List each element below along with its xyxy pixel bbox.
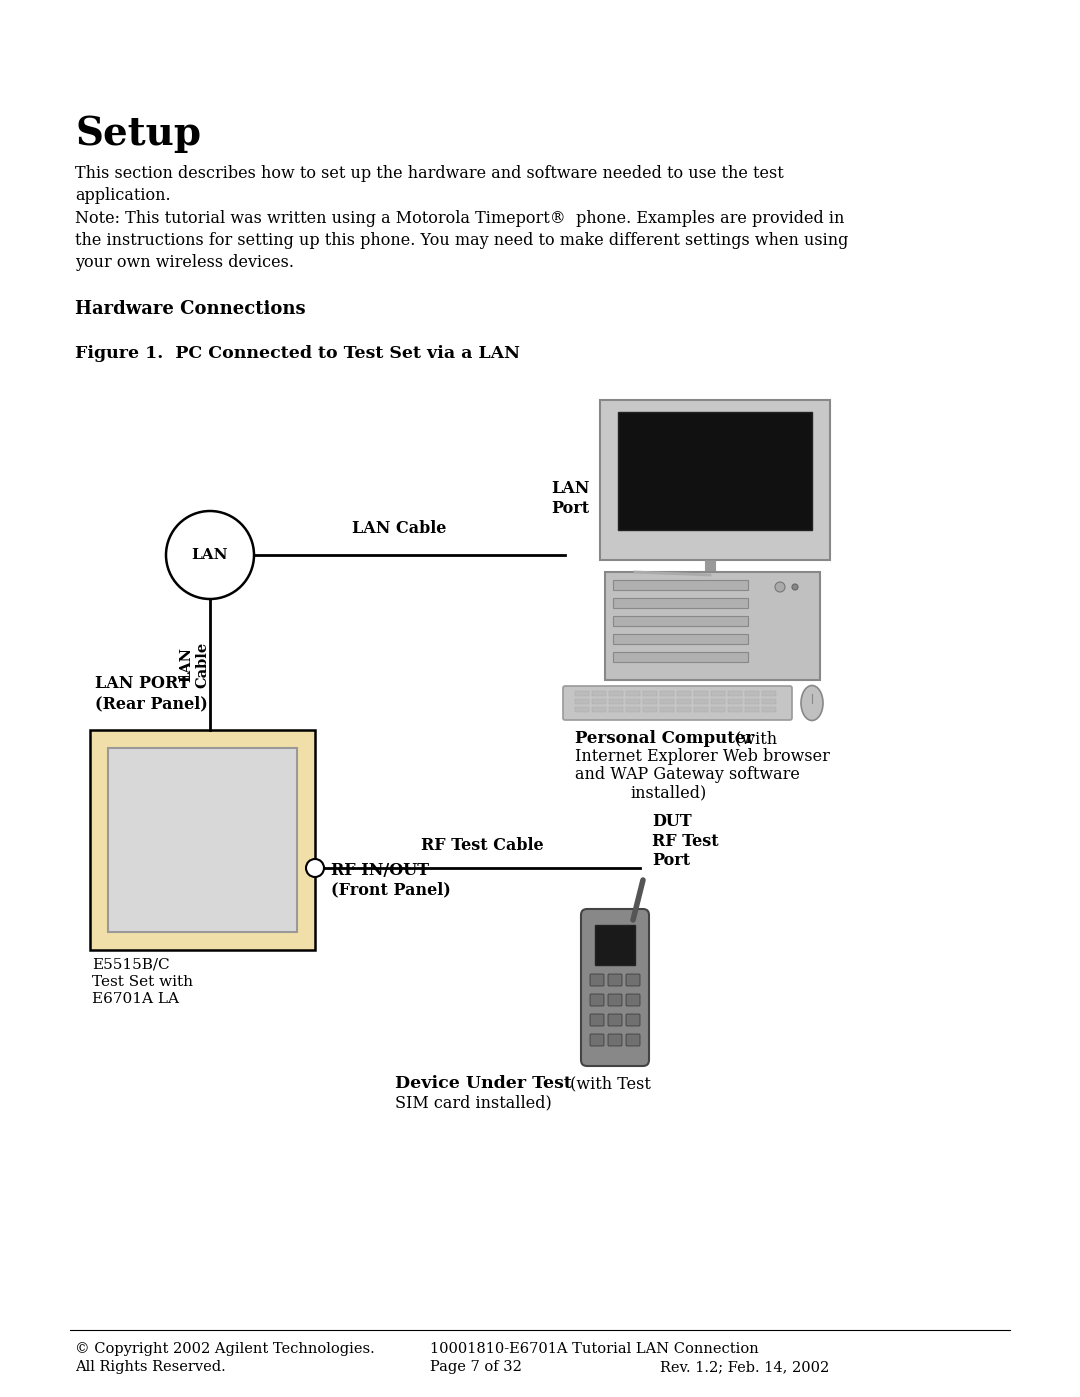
FancyBboxPatch shape (626, 1014, 640, 1025)
Bar (711, 692, 725, 696)
Bar (694, 698, 708, 704)
Text: Note: This tutorial was written using a Motorola Timeport®  phone. Examples are : Note: This tutorial was written using a … (75, 210, 849, 271)
Bar (592, 698, 606, 704)
Bar (626, 698, 640, 704)
Bar (762, 692, 777, 696)
Bar (609, 707, 623, 712)
Bar (677, 692, 691, 696)
FancyBboxPatch shape (590, 995, 604, 1006)
FancyBboxPatch shape (563, 686, 792, 719)
Bar (609, 698, 623, 704)
Text: and WAP Gateway software: and WAP Gateway software (575, 766, 800, 782)
Bar (613, 652, 748, 662)
Bar (745, 707, 759, 712)
FancyBboxPatch shape (608, 974, 622, 986)
Ellipse shape (801, 686, 823, 721)
FancyBboxPatch shape (608, 1014, 622, 1025)
Bar (677, 698, 691, 704)
Text: E5515B/C: E5515B/C (92, 958, 170, 972)
Bar (694, 707, 708, 712)
Text: RF Test Cable: RF Test Cable (421, 837, 543, 854)
Bar (762, 707, 777, 712)
Bar (728, 698, 742, 704)
Text: Hardware Connections: Hardware Connections (75, 300, 306, 319)
Bar (609, 692, 623, 696)
Bar (618, 412, 812, 529)
Bar (575, 692, 589, 696)
Bar (108, 747, 297, 932)
Bar (762, 698, 777, 704)
FancyBboxPatch shape (608, 995, 622, 1006)
Circle shape (166, 511, 254, 599)
Text: LAN
Cable: LAN Cable (179, 641, 210, 687)
FancyBboxPatch shape (581, 909, 649, 1066)
Text: © Copyright 2002 Agilent Technologies.: © Copyright 2002 Agilent Technologies. (75, 1343, 375, 1356)
Text: RF IN/OUT
(Front Panel): RF IN/OUT (Front Panel) (330, 862, 450, 898)
FancyBboxPatch shape (626, 974, 640, 986)
Text: All Rights Reserved.: All Rights Reserved. (75, 1361, 226, 1375)
FancyBboxPatch shape (590, 1014, 604, 1025)
Bar (613, 598, 748, 608)
Bar (613, 616, 748, 626)
Text: 10001810-E6701A Tutorial LAN Connection: 10001810-E6701A Tutorial LAN Connection (430, 1343, 759, 1356)
Bar (660, 707, 674, 712)
Bar (613, 580, 748, 590)
Text: LAN: LAN (192, 548, 228, 562)
Bar (711, 707, 725, 712)
Text: (with: (with (730, 731, 778, 747)
Text: Personal Computer: Personal Computer (575, 731, 754, 747)
Text: LAN Cable: LAN Cable (352, 520, 447, 536)
Text: Figure 1.  PC Connected to Test Set via a LAN: Figure 1. PC Connected to Test Set via a… (75, 345, 519, 362)
Bar (592, 707, 606, 712)
Bar (694, 692, 708, 696)
Text: E6701A LA: E6701A LA (92, 992, 179, 1006)
Bar (660, 692, 674, 696)
Bar (613, 634, 748, 644)
Bar (711, 698, 725, 704)
Text: Rev. 1.2; Feb. 14, 2002: Rev. 1.2; Feb. 14, 2002 (660, 1361, 829, 1375)
Text: installed): installed) (630, 784, 706, 800)
Bar (575, 707, 589, 712)
Circle shape (775, 583, 785, 592)
Text: LAN
Port: LAN Port (551, 481, 590, 517)
Text: Internet Explorer Web browser: Internet Explorer Web browser (575, 747, 829, 766)
Text: DUT
RF Test
Port: DUT RF Test Port (652, 813, 718, 869)
Bar (643, 698, 657, 704)
Bar (677, 707, 691, 712)
Bar (626, 707, 640, 712)
Text: Page 7 of 32: Page 7 of 32 (430, 1361, 522, 1375)
Bar (745, 698, 759, 704)
Text: This section describes how to set up the hardware and software needed to use the: This section describes how to set up the… (75, 165, 784, 204)
Bar (745, 692, 759, 696)
Bar (600, 400, 831, 560)
Circle shape (792, 584, 798, 590)
Bar (728, 707, 742, 712)
FancyBboxPatch shape (590, 974, 604, 986)
Bar (643, 707, 657, 712)
Bar (605, 571, 820, 680)
Bar (592, 692, 606, 696)
Text: (with Test: (with Test (565, 1076, 651, 1092)
Text: LAN PORT
(Rear Panel): LAN PORT (Rear Panel) (95, 675, 207, 712)
Bar (660, 698, 674, 704)
Bar (575, 698, 589, 704)
Text: Device Under Test: Device Under Test (395, 1076, 572, 1092)
Text: SIM card installed): SIM card installed) (395, 1094, 552, 1111)
Circle shape (306, 859, 324, 877)
FancyBboxPatch shape (626, 1034, 640, 1046)
Bar (643, 692, 657, 696)
Text: Setup: Setup (75, 115, 201, 154)
Bar (626, 692, 640, 696)
Bar (595, 925, 635, 965)
FancyBboxPatch shape (626, 995, 640, 1006)
Bar (728, 692, 742, 696)
FancyBboxPatch shape (608, 1034, 622, 1046)
Text: Test Set with: Test Set with (92, 975, 193, 989)
FancyBboxPatch shape (590, 1034, 604, 1046)
Bar (90, 731, 315, 950)
